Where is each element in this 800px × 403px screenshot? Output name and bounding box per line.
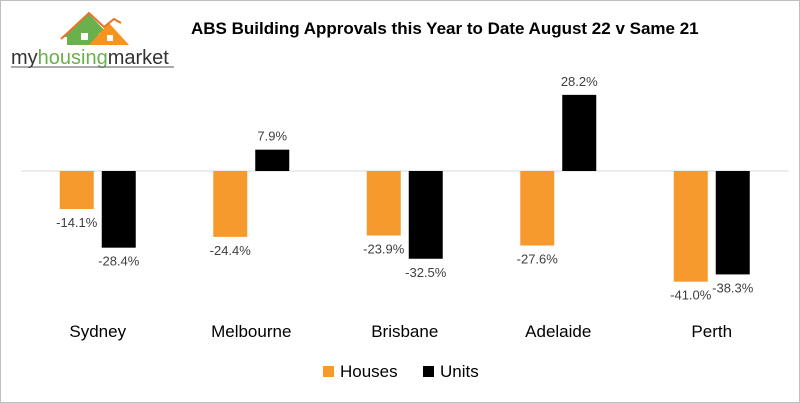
logo: myhousingmarket xyxy=(9,9,179,79)
bar-houses xyxy=(366,171,401,236)
category-label: Perth xyxy=(691,322,732,341)
bar-houses xyxy=(59,171,94,210)
legend-swatch-houses xyxy=(323,366,334,377)
category-label: Sydney xyxy=(69,322,126,341)
chart-title: ABS Building Approvals this Year to Date… xyxy=(191,19,699,38)
legend-label: Houses xyxy=(340,362,398,381)
bar-units xyxy=(101,171,136,248)
data-label: -23.9% xyxy=(363,242,405,257)
category-label: Brisbane xyxy=(371,322,438,341)
bar-units xyxy=(255,149,290,171)
data-label: 7.9% xyxy=(257,129,287,144)
data-label: -24.4% xyxy=(210,243,252,258)
bar-houses xyxy=(520,171,555,246)
category-label: Melbourne xyxy=(211,322,291,341)
bar-houses xyxy=(673,171,708,282)
data-label: -14.1% xyxy=(56,215,98,230)
category-label: Adelaide xyxy=(525,322,591,341)
bar-houses xyxy=(213,171,248,237)
data-label: -27.6% xyxy=(517,252,559,267)
data-label: -38.3% xyxy=(712,280,754,295)
data-label: -41.0% xyxy=(670,288,712,303)
legend-label: Units xyxy=(440,362,479,381)
bar-units xyxy=(715,171,750,275)
svg-text:myhousingmarket: myhousingmarket xyxy=(11,47,169,69)
bar-units xyxy=(408,171,443,259)
data-label: 28.2% xyxy=(561,74,598,89)
data-label: -28.4% xyxy=(98,254,140,269)
bar-units xyxy=(562,94,597,171)
data-label: -32.5% xyxy=(405,265,447,280)
legend-swatch-units xyxy=(423,366,434,377)
